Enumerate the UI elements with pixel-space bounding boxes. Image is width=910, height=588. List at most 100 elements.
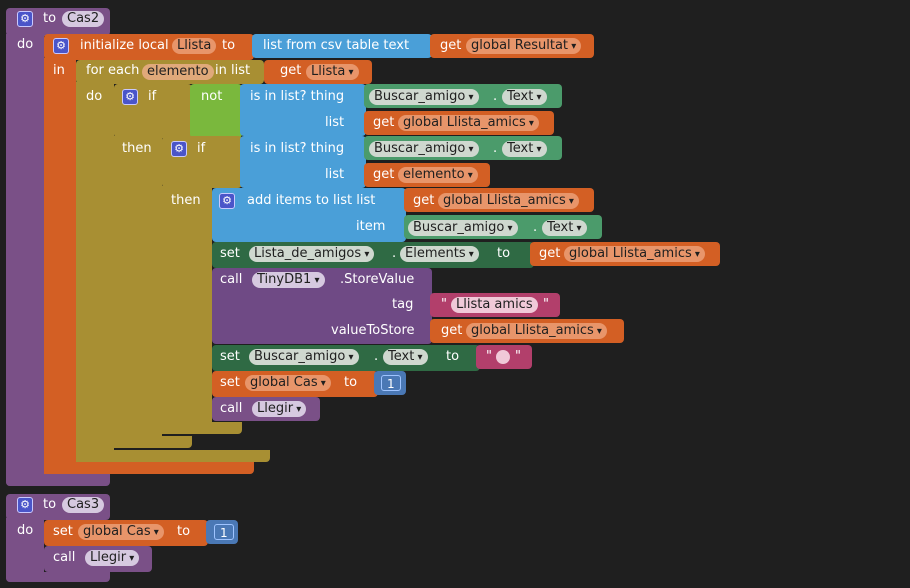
global-cas-dropdown[interactable]: global Cas xyxy=(78,524,164,540)
procedure-to-label: to xyxy=(43,497,57,512)
list-from-csv-table-block[interactable] xyxy=(252,34,432,58)
get-label: get xyxy=(441,323,463,338)
text-value-field[interactable]: Llista amics xyxy=(451,297,538,313)
set-label: set xyxy=(220,375,240,390)
add-items-to-list-block[interactable] xyxy=(212,188,406,242)
procedure-do-label: do xyxy=(17,37,34,52)
if-inner-footer xyxy=(162,422,242,434)
not-label: not xyxy=(201,89,223,104)
quote-open-label: " xyxy=(441,297,447,312)
quote-close-label: " xyxy=(543,297,549,312)
for-each-var-field[interactable]: elemento xyxy=(142,64,214,80)
list-socket-label: list xyxy=(325,115,345,130)
csv-table-label: list from csv table text xyxy=(263,38,410,53)
if-mutator-gear-icon[interactable]: ⚙ xyxy=(171,141,187,157)
if-outer-body-bar xyxy=(114,136,162,448)
in-list-label: in list xyxy=(215,63,251,78)
initialize-local-label: initialize local xyxy=(80,38,169,53)
llista-dropdown[interactable]: Llista xyxy=(306,64,359,80)
procedure-name-field[interactable]: Cas3 xyxy=(62,497,105,513)
if-label: if xyxy=(148,89,157,104)
get-label: get xyxy=(413,193,435,208)
component-dropdown[interactable]: TinyDB1 xyxy=(252,272,325,288)
component-dropdown[interactable]: Buscar_amigo xyxy=(369,89,479,105)
component-dropdown[interactable]: Lista_de_amigos xyxy=(249,246,375,262)
set-to-label: to xyxy=(497,246,511,261)
number-field[interactable]: 1 xyxy=(381,375,401,391)
then-label: then xyxy=(171,193,201,208)
procedure-cas3-body-bar xyxy=(6,518,44,582)
quote-open-label: " xyxy=(486,349,492,364)
local-mutator-gear-icon[interactable]: ⚙ xyxy=(53,38,69,54)
global-llista-amics-dropdown[interactable]: global Llista_amics xyxy=(466,323,607,339)
global-cas-dropdown[interactable]: global Cas xyxy=(245,375,331,391)
initialize-local-footer xyxy=(44,462,254,474)
global-llista-amics-dropdown[interactable]: global Llista_amics xyxy=(564,246,705,262)
dot-label: . xyxy=(533,220,538,235)
for-each-body-bar xyxy=(76,82,114,462)
property-dropdown[interactable]: Elements xyxy=(400,246,479,262)
is-in-list-label: is in list? thing xyxy=(250,141,345,156)
dot-label: . xyxy=(493,89,498,104)
for-each-footer xyxy=(76,450,270,462)
list-socket-label: list xyxy=(325,167,345,182)
set-label: set xyxy=(220,246,240,261)
call-label: call xyxy=(220,272,243,287)
if-label: if xyxy=(197,141,206,156)
get-label: get xyxy=(539,246,561,261)
if-inner-body-bar xyxy=(162,186,212,434)
value-to-store-label: valueToStore xyxy=(331,323,415,338)
global-llista-amics-dropdown[interactable]: global Llista_amics xyxy=(438,193,579,209)
add-items-mutator-gear-icon[interactable]: ⚙ xyxy=(219,193,235,209)
empty-text-field[interactable] xyxy=(496,350,510,364)
global-llista-amics-dropdown[interactable]: global Llista_amics xyxy=(398,115,539,131)
get-label: get xyxy=(373,115,395,130)
property-dropdown[interactable]: Text xyxy=(502,141,547,157)
for-each-do-label: do xyxy=(86,89,103,104)
component-dropdown[interactable]: Buscar_amigo xyxy=(408,220,518,236)
is-in-list-block-2[interactable] xyxy=(240,136,366,188)
quote-close-label: " xyxy=(515,349,521,364)
mutator-gear-icon[interactable]: ⚙ xyxy=(17,11,33,27)
tag-socket-label: tag xyxy=(392,297,414,312)
dot-label: . xyxy=(374,349,379,364)
property-dropdown[interactable]: Text xyxy=(502,89,547,105)
for-each-label: for each xyxy=(86,63,140,78)
number-field[interactable]: 1 xyxy=(214,524,234,540)
procedure-dropdown[interactable]: Llegir xyxy=(252,401,307,417)
set-label: set xyxy=(220,349,240,364)
component-dropdown[interactable]: Buscar_amigo xyxy=(249,349,359,365)
then-label: then xyxy=(122,141,152,156)
if-outer-footer xyxy=(114,436,192,448)
mutator-gear-icon[interactable]: ⚙ xyxy=(17,497,33,513)
call-label: call xyxy=(53,550,76,565)
local-var-name-field[interactable]: Llista xyxy=(172,38,217,54)
procedure-do-label: do xyxy=(17,523,34,538)
call-label: call xyxy=(220,401,243,416)
property-dropdown[interactable]: Text xyxy=(542,220,587,236)
procedure-cas2-body-bar xyxy=(6,34,44,486)
set-to-label: to xyxy=(446,349,460,364)
set-to-label: to xyxy=(344,375,358,390)
procedure-dropdown[interactable]: Llegir xyxy=(85,550,140,566)
initialize-local-body-bar xyxy=(44,58,76,474)
get-label: get xyxy=(373,167,395,182)
set-label: set xyxy=(53,524,73,539)
elemento-dropdown[interactable]: elemento xyxy=(398,167,478,183)
dot-label: . xyxy=(493,141,498,156)
if-mutator-gear-icon[interactable]: ⚙ xyxy=(122,89,138,105)
procedure-cas2-footer xyxy=(6,474,110,486)
not-block[interactable] xyxy=(190,84,242,138)
set-to-label: to xyxy=(177,524,191,539)
property-dropdown[interactable]: Text xyxy=(383,349,428,365)
is-in-list-block-1[interactable] xyxy=(240,84,366,136)
local-in-label: in xyxy=(53,63,65,78)
add-items-label: add items to list list xyxy=(247,193,376,208)
global-resultat-dropdown[interactable]: global Resultat xyxy=(466,38,582,54)
procedure-cas3-footer xyxy=(6,572,110,582)
procedure-name-field[interactable]: Cas2 xyxy=(62,11,105,27)
initialize-local-block[interactable] xyxy=(44,34,254,60)
get-label: get xyxy=(280,63,302,78)
component-dropdown[interactable]: Buscar_amigo xyxy=(369,141,479,157)
